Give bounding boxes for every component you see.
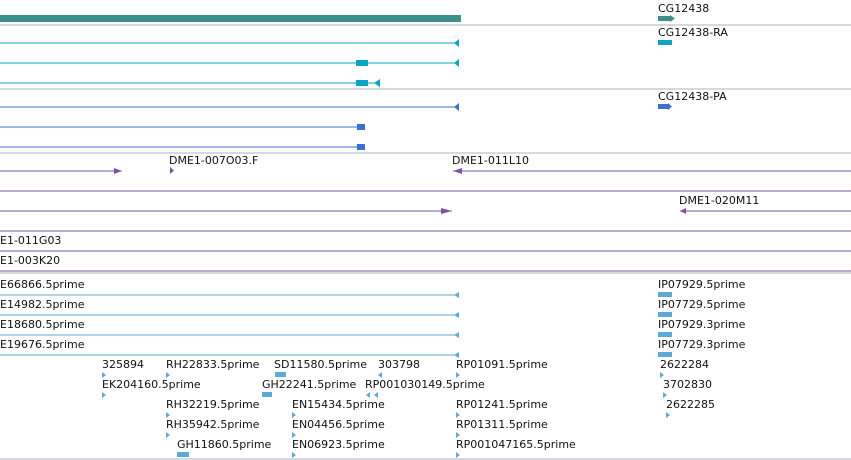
clone-arrow (114, 168, 122, 174)
gene-bar[interactable] (0, 15, 461, 22)
transcript-exon (356, 60, 368, 66)
est-label[interactable]: RP001047165.5prime (456, 438, 576, 451)
est-marker (292, 432, 296, 438)
est-arrow (454, 292, 459, 298)
gene-legend-swatch (658, 16, 670, 21)
transcript-exon-arrow (454, 59, 459, 67)
transcript-label[interactable]: CG12438-RA (658, 26, 728, 39)
est-arrow (454, 332, 459, 338)
clone-track: DME1-007O03.F DME1-011L10 DME1-020M11 E1… (0, 154, 851, 274)
clone-arrow (441, 208, 452, 214)
est-marker (102, 372, 106, 378)
est-marker (366, 392, 370, 398)
clone-marker (680, 208, 686, 214)
est-label[interactable]: GH11860.5prime (177, 438, 272, 451)
est-label[interactable]: RP01311.5prime (456, 418, 548, 431)
est-label[interactable]: IP07929.5prime (658, 278, 746, 291)
est-marker (166, 412, 170, 418)
protein-label[interactable]: CG12438-PA (658, 90, 727, 103)
est-marker (262, 392, 272, 397)
est-marker (660, 372, 664, 378)
est-label[interactable]: IP07729.3prime (658, 338, 746, 351)
est-block (658, 332, 672, 337)
est-block (658, 312, 672, 317)
est-marker (456, 452, 460, 458)
est-label[interactable]: RP01091.5prime (456, 358, 548, 371)
est-label[interactable]: RH32219.5prime (166, 398, 260, 411)
est-marker (456, 372, 460, 378)
est-label[interactable]: EN04456.5prime (292, 418, 385, 431)
est-label[interactable]: SD11580.5prime (274, 358, 367, 371)
est-label[interactable]: E14982.5prime (0, 298, 85, 311)
protein-track: CG12438-PA (0, 90, 851, 154)
est-label[interactable]: RH22833.5prime (166, 358, 260, 371)
est-marker (166, 372, 170, 378)
est-arrow (454, 352, 459, 358)
transcript-exon (356, 80, 368, 86)
est-label[interactable]: EK204160.5prime (102, 378, 201, 391)
est-label[interactable]: 2622284 (660, 358, 709, 371)
est-marker (456, 412, 460, 418)
est-marker (666, 412, 670, 418)
est-marker (292, 412, 296, 418)
transcript-exon-arrow (374, 79, 380, 87)
clone-arrow (453, 168, 462, 174)
est-marker (275, 372, 286, 377)
est-marker (292, 452, 296, 458)
protein-legend-swatch (658, 104, 668, 109)
protein-block (357, 144, 365, 150)
clone-label[interactable]: DME1-020M11 (679, 194, 759, 207)
est-label[interactable]: IP07929.3prime (658, 318, 746, 331)
transcript-legend-swatch (658, 40, 672, 45)
transcript-track: CG12438-RA (0, 26, 851, 90)
est-marker (374, 392, 378, 398)
est-label[interactable]: EN15434.5prime (292, 398, 385, 411)
est-marker (166, 432, 170, 438)
est-label[interactable]: RP001030149.5prime (365, 378, 485, 391)
clone-label[interactable]: E1-003K20 (0, 254, 60, 267)
clone-label[interactable]: E1-011G03 (0, 234, 61, 247)
gene-legend-arrow (670, 15, 675, 22)
protein-arrow (454, 103, 459, 111)
est-label[interactable]: GH22241.5prime (262, 378, 357, 391)
est-marker (456, 432, 460, 438)
protein-block (357, 124, 365, 130)
est-label[interactable]: EN06923.5prime (292, 438, 385, 451)
est-arrow (454, 312, 459, 318)
clone-label[interactable]: DME1-011L10 (452, 154, 529, 167)
transcript-exon-arrow (454, 39, 459, 47)
est-track: E66866.5prime E14982.5prime E18680.5prim… (0, 278, 851, 460)
est-label[interactable]: E66866.5prime (0, 278, 85, 291)
est-label[interactable]: 2622285 (666, 398, 715, 411)
est-marker (378, 372, 382, 378)
gene-track: CG12438 (0, 2, 851, 26)
est-label[interactable]: IP07729.5prime (658, 298, 746, 311)
est-label[interactable]: E19676.5prime (0, 338, 85, 351)
est-label[interactable]: RH35942.5prime (166, 418, 260, 431)
est-marker (102, 392, 106, 398)
est-block (658, 292, 672, 297)
protein-legend-arrow (668, 103, 672, 110)
est-marker (663, 392, 667, 398)
est-label[interactable]: E18680.5prime (0, 318, 85, 331)
est-block (658, 352, 672, 357)
clone-marker[interactable] (170, 167, 174, 174)
est-label[interactable]: 3702830 (663, 378, 712, 391)
clone-label[interactable]: DME1-007O03.F (169, 154, 258, 167)
est-label[interactable]: RP01241.5prime (456, 398, 548, 411)
est-label[interactable]: 303798 (378, 358, 420, 371)
est-label[interactable]: 325894 (102, 358, 144, 371)
gene-label[interactable]: CG12438 (658, 2, 709, 15)
est-marker (177, 452, 189, 457)
